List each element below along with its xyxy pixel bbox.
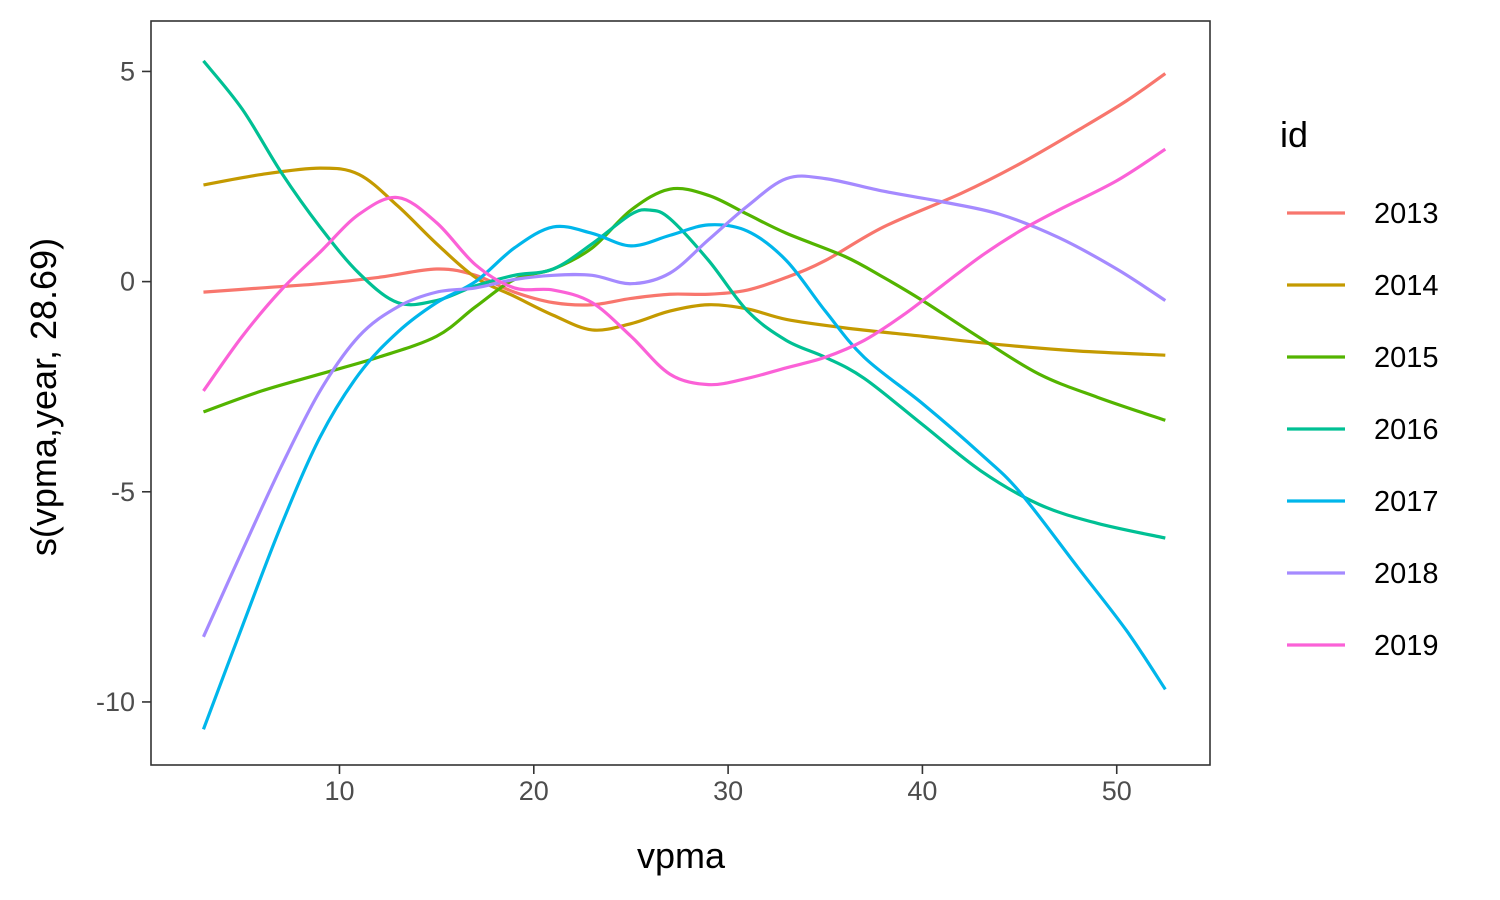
series-line-2015 [202,186,1166,422]
y-tick-label: -5 [111,477,135,507]
series-line-2017 [201,223,1167,730]
x-tick-label: 30 [713,776,743,806]
series-line-2014 [203,166,1166,357]
legend-label-2016: 2016 [1374,414,1439,446]
series-line-2016 [202,59,1166,540]
series-line-2018 [202,174,1167,638]
x-tick-label: 40 [907,776,937,806]
y-axis-title: s(vpma,year, 28.69) [23,238,64,556]
panel-border [150,20,1211,766]
legend-label-2018: 2018 [1374,558,1439,590]
legend-label-2013: 2013 [1374,198,1439,230]
series-line-2013 [203,72,1167,307]
x-tick-label: 10 [324,776,354,806]
plot-area [150,20,1211,766]
legend-title: id [1280,114,1308,155]
x-axis-title: vpma [637,835,726,876]
legend-label-2019: 2019 [1374,630,1439,662]
y-tick-label: -10 [96,687,135,717]
legend-label-2017: 2017 [1374,486,1439,518]
legend-label-2015: 2015 [1374,342,1439,374]
y-tick-label: 0 [120,267,135,297]
legend: id 2013 2014 2015 2016 2017 2018 2019 [1280,114,1439,662]
y-axis: 5 0 -5 -10 [96,56,151,717]
x-axis: 10 20 30 40 50 [324,765,1132,806]
x-tick-label: 20 [519,776,549,806]
legend-items: 2013 2014 2015 2016 2017 2018 2019 [1287,198,1439,662]
x-tick-label: 50 [1102,776,1132,806]
y-tick-label: 5 [120,56,135,86]
series-line-2019 [202,147,1167,392]
legend-label-2014: 2014 [1374,270,1439,302]
